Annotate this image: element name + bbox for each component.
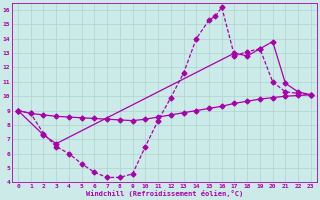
X-axis label: Windchill (Refroidissement éolien,°C): Windchill (Refroidissement éolien,°C) <box>86 190 243 197</box>
